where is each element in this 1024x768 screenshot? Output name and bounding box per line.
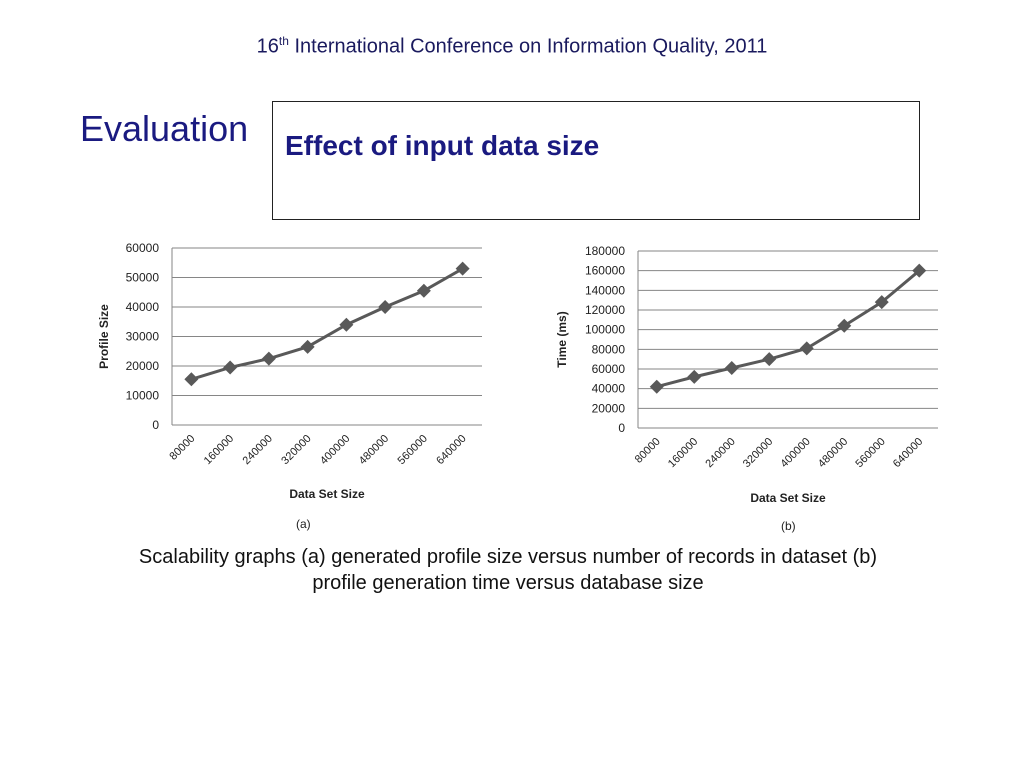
title-box: Effect of input data size — [272, 101, 920, 220]
x-tick-label: 560000 — [396, 433, 430, 467]
x-tick-label: 640000 — [434, 433, 468, 467]
y-tick-label: 0 — [618, 421, 625, 435]
x-tick-label: 480000 — [357, 433, 391, 467]
y-axis-title: Profile Size — [97, 304, 111, 369]
x-tick-label: 320000 — [741, 436, 775, 470]
data-point-marker — [339, 317, 354, 332]
y-tick-label: 50000 — [126, 271, 160, 285]
x-tick-label: 400000 — [778, 436, 812, 470]
subcaption-b: (b) — [781, 519, 796, 533]
y-tick-label: 100000 — [585, 323, 625, 337]
x-tick-label: 400000 — [318, 433, 352, 467]
data-point-marker — [724, 361, 739, 376]
y-tick-label: 60000 — [592, 362, 626, 376]
section-title: Evaluation — [80, 108, 249, 149]
header-number: 16 — [256, 35, 279, 58]
data-point-marker — [649, 379, 664, 394]
x-tick-label: 80000 — [633, 436, 663, 466]
data-point-marker — [300, 339, 315, 354]
x-tick-label: 480000 — [816, 436, 850, 470]
data-point-marker — [874, 295, 889, 310]
box-title: Effect of input data size — [285, 130, 600, 161]
x-tick-label: 80000 — [167, 433, 197, 463]
data-point-marker — [837, 318, 852, 333]
chart-a: 0 10000 20000 30000 40000 50000 60000 80000 1600… — [97, 241, 482, 501]
x-tick-label: 320000 — [279, 433, 313, 467]
data-point-marker — [223, 360, 238, 375]
x-axis-title: Data Set Size — [750, 491, 826, 505]
y-tick-label: 20000 — [592, 401, 626, 415]
x-axis-title: Data Set Size — [289, 487, 365, 501]
x-tick-label: 160000 — [666, 436, 700, 470]
y-axis-title: Time (ms) — [555, 311, 569, 367]
header-ordinal: th — [278, 34, 289, 48]
conference-header: 16th International Conference on Informa… — [0, 34, 1024, 59]
data-point-marker — [455, 261, 470, 276]
figure-caption: Scalability graphs (a) generated profile… — [138, 546, 878, 594]
x-tick-label: 640000 — [891, 436, 925, 470]
y-tick-label: 120000 — [585, 303, 625, 317]
y-tick-label: 80000 — [592, 342, 626, 356]
y-tick-label: 60000 — [126, 241, 160, 255]
series-line — [190, 267, 464, 381]
data-point-marker — [184, 372, 199, 387]
data-point-marker — [261, 351, 276, 366]
subcaption-a: (a) — [296, 517, 311, 531]
y-tick-label: 40000 — [592, 382, 626, 396]
data-point-marker — [762, 352, 777, 367]
chart-b: 0 20000 40000 60000 80000 100000 120000 140000 1… — [555, 244, 938, 505]
data-point-marker — [687, 369, 702, 384]
y-tick-label: 180000 — [585, 244, 625, 258]
y-tick-label: 40000 — [126, 300, 160, 314]
x-tick-label: 240000 — [241, 433, 275, 467]
y-tick-label: 10000 — [126, 389, 160, 403]
y-tick-label: 140000 — [585, 283, 625, 297]
data-point-marker — [378, 300, 393, 314]
x-tick-label: 560000 — [853, 436, 887, 470]
data-point-marker — [416, 283, 431, 298]
x-tick-label: 240000 — [703, 436, 737, 470]
y-tick-label: 0 — [152, 418, 159, 432]
data-point-marker — [912, 263, 927, 278]
data-point-marker — [799, 341, 814, 356]
y-tick-label: 30000 — [126, 330, 160, 344]
y-tick-label: 20000 — [126, 359, 160, 373]
header-text: International Conference on Information … — [294, 35, 768, 58]
x-tick-label: 160000 — [202, 433, 236, 467]
y-tick-label: 160000 — [585, 264, 625, 278]
series-line — [656, 269, 921, 389]
